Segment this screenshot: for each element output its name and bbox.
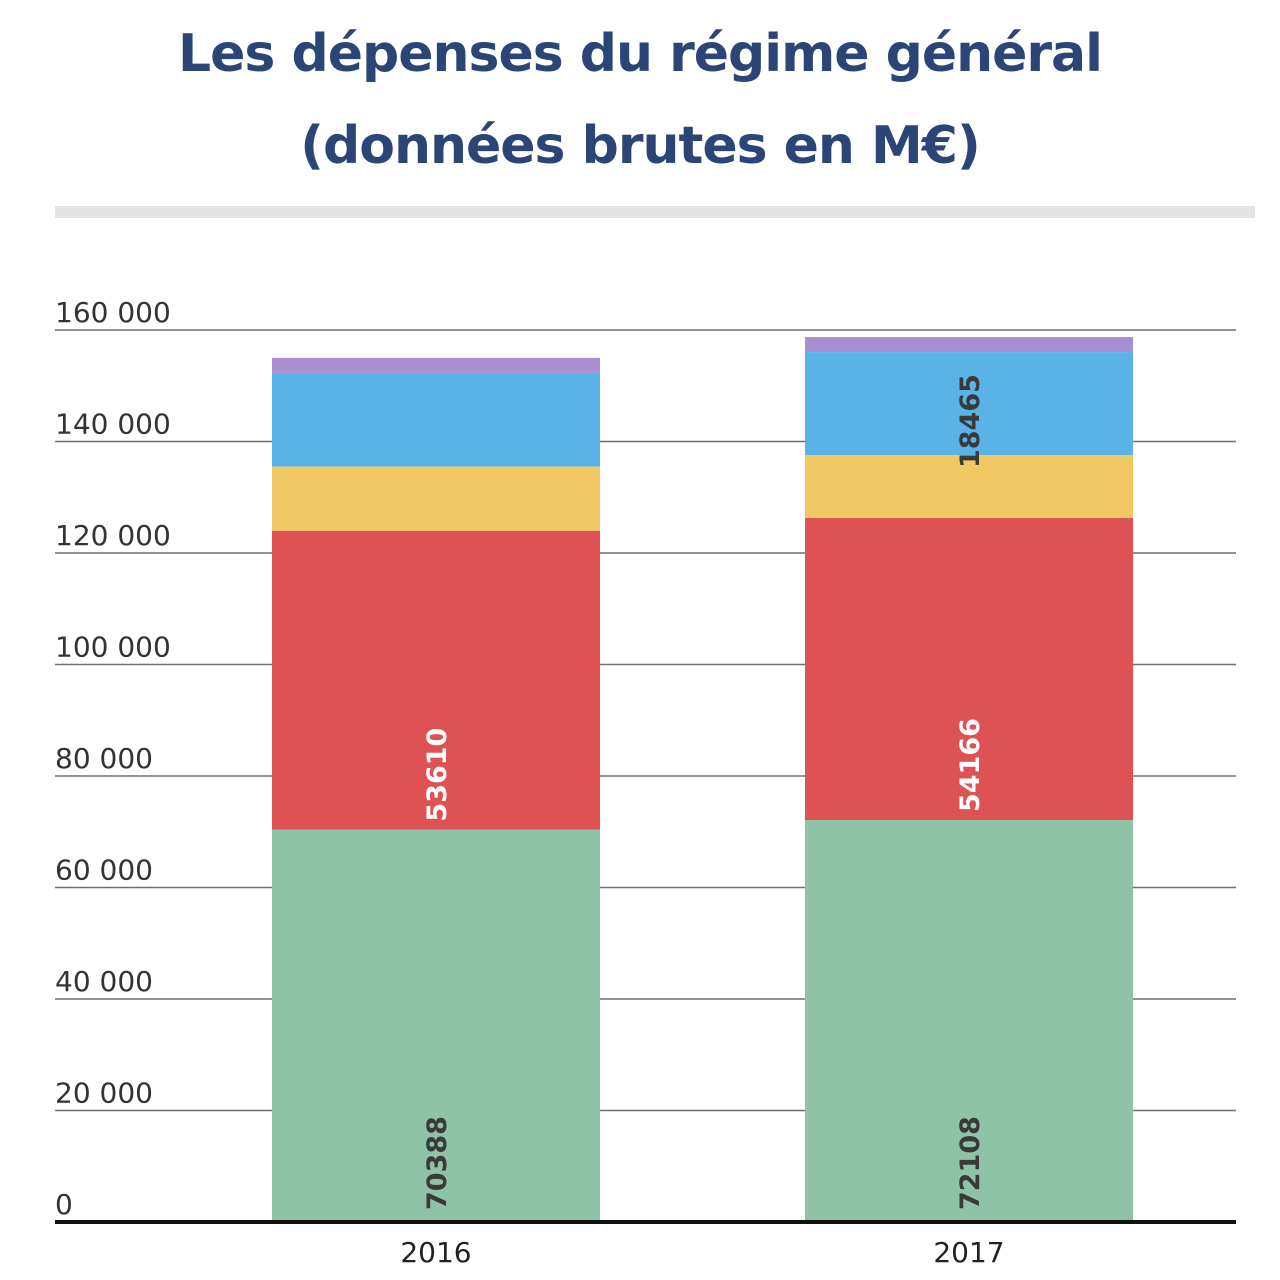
chart-title: Les dépenses du régime général (données … <box>0 8 1280 192</box>
y-tick-label: 0 <box>55 1188 73 1221</box>
chart-title-line-1: Les dépenses du régime général <box>178 24 1103 84</box>
y-tick-label: 120 000 <box>55 519 171 552</box>
data-label: 54166 <box>955 718 986 812</box>
bar-segment <box>272 466 600 531</box>
y-tick-label: 80 000 <box>55 742 153 775</box>
y-tick-label: 100 000 <box>55 631 171 664</box>
y-tick-label: 140 000 <box>55 408 171 441</box>
y-tick-label: 160 000 <box>55 296 171 329</box>
y-tick-label: 40 000 <box>55 965 153 998</box>
data-label: 53610 <box>422 728 453 822</box>
y-tick-label: 20 000 <box>55 1077 153 1110</box>
title-divider <box>55 206 1255 218</box>
x-category-label: 2017 <box>933 1236 1004 1269</box>
chart-title-line-2: (données brutes en M€) <box>300 116 981 176</box>
bar-segment <box>805 819 1133 1222</box>
x-category-label: 2016 <box>400 1236 471 1269</box>
data-label: 70388 <box>422 1116 453 1210</box>
bar-segment <box>272 357 600 373</box>
bar-segment <box>805 518 1133 820</box>
data-label: 18465 <box>955 374 986 468</box>
y-tick-label: 60 000 <box>55 854 153 887</box>
bar-segment <box>272 372 600 467</box>
bar-segment <box>272 530 600 830</box>
bar-segment <box>805 455 1133 519</box>
bar-segment <box>272 829 600 1222</box>
bar-segment <box>805 352 1133 456</box>
data-label: 72108 <box>955 1116 986 1210</box>
bar-segment <box>805 337 1133 353</box>
